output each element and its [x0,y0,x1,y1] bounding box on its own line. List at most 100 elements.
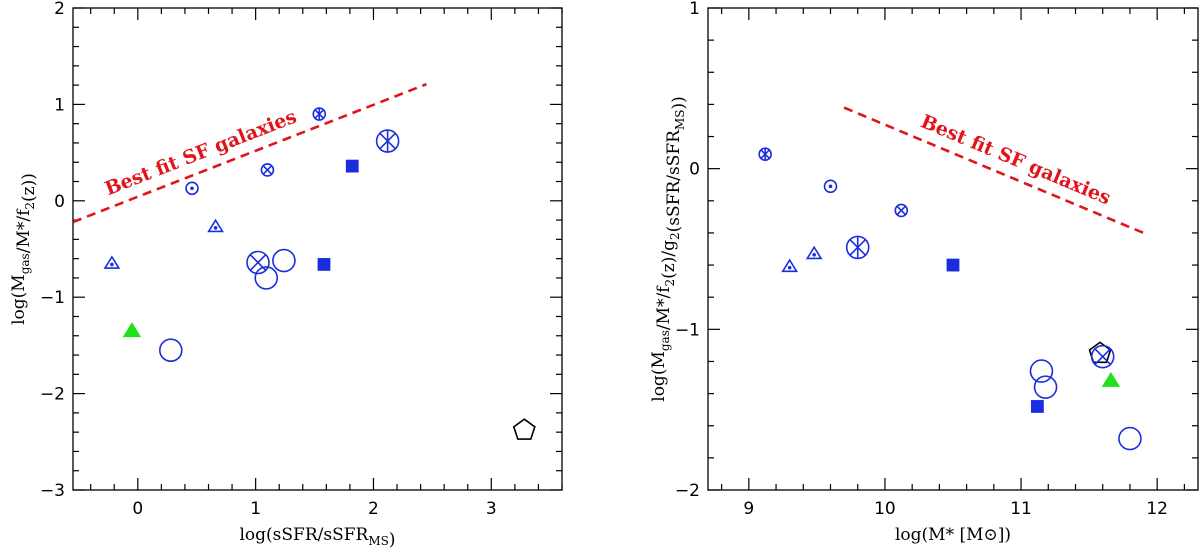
axis-label-part: (z)) [19,173,39,202]
y-axis-label: log(Mgas/M*/f2(z)/g2(sSFR/sSFRMS)) [649,96,689,401]
marker-dot [110,262,114,267]
square-marker [317,258,331,271]
y-tick-label: −1 [675,320,700,340]
axis-label-part: /M [14,230,34,253]
data-point [781,258,799,273]
data-point [185,181,199,196]
data-layer [758,106,1145,451]
x-tick-label: 3 [486,499,497,519]
x-tick-label: 9 [743,499,754,519]
circle-marker [246,250,270,275]
data-point [317,258,331,271]
x-tick-label: 10 [874,499,896,519]
x-tick-label: 11 [1010,499,1032,519]
data-point [512,418,536,440]
triangle-marker [781,258,799,273]
data-point [254,266,279,290]
axis-label-part: f [654,285,674,293]
marker-dot [828,184,833,189]
circle-marker [1033,375,1058,399]
axis-label-part: [M⊙]) [954,525,1011,545]
y-tick-label: 0 [689,160,700,180]
y-tick-label: −2 [675,481,700,501]
y-tick-label: 1 [54,95,65,115]
data-point [1029,359,1054,383]
triangle-marker [122,322,142,338]
best-fit-line [843,106,1145,235]
axis-label-part: (z)/ [659,251,679,279]
marker-dot [812,253,816,257]
y-tick-label: 0 [54,192,65,212]
circle-marker [254,266,279,290]
data-point [1118,426,1142,451]
axis-label-part: * [654,298,674,307]
data-point [845,235,870,260]
data-point [894,203,909,218]
data-point [758,147,772,162]
data-point [1030,400,1044,413]
data-point [103,255,121,269]
axis-label-subscript: 2 [663,279,677,287]
marker-stroke [896,205,907,216]
axis-label-part: /M [654,307,674,330]
axis-label-part: log(M [895,525,946,545]
circle-marker [1029,359,1054,383]
y-tick-label: 2 [54,0,65,19]
data-point [345,159,359,173]
triangle-marker [1101,371,1121,387]
pentagon-marker [512,418,536,440]
square-marker [946,258,960,272]
data-point [375,129,400,153]
data-point [946,258,960,272]
axis-label-part: )) [669,96,689,109]
data-point [207,218,224,233]
best-fit-line [73,82,427,224]
square-marker [345,159,359,173]
x-tick-label: 12 [1146,499,1168,519]
circle-marker [185,181,199,196]
plot-frame [72,7,563,491]
data-point [159,338,183,363]
y-tick-label: −1 [40,288,65,308]
x-tick-label: 2 [368,499,379,519]
axis-label-subscript: gas [18,253,32,274]
marker-dot [190,186,194,191]
axis-label-part: * [14,221,34,230]
data-layer [73,82,536,440]
y-axis-label: log(Mgas/M*/f2(z)) [9,173,39,325]
triangle-marker [103,255,121,269]
axis-label-subscript: 2 [23,202,37,210]
data-point [260,163,275,177]
axis-label-part: / [14,216,34,222]
data-point [823,179,838,194]
data-point [1088,341,1112,364]
circle-marker [894,203,909,218]
axis-label-part: log(sSFR/sSFR [239,525,369,545]
y-tick-label: 1 [689,0,700,19]
marker-dot [213,226,218,230]
data-point [1090,344,1115,369]
axis-label-part: / [654,293,674,299]
y-tick-label: −3 [40,481,65,501]
data-point [805,245,823,260]
axis-label-part: * [946,525,955,545]
axis-label-subscript: MS [673,110,687,131]
data-point [1101,371,1121,387]
plot-frame [707,7,1199,491]
axis-label-part: ) [389,530,396,550]
x-axis-label: log(sSFR/sSFRMS) [239,525,395,550]
data-point [122,322,142,338]
marker-stroke [1094,348,1112,365]
data-point [1033,375,1058,399]
axis-label-part: g [659,240,679,251]
circle-marker [260,163,275,177]
circle-marker [823,179,838,194]
axis-label-part: f [14,208,34,216]
data-point [272,248,296,273]
x-axis-label: log(M* [M⊙]) [895,525,1011,545]
circle-marker [1090,344,1115,369]
x-tick-label: 1 [250,499,261,519]
triangle-marker [805,245,823,260]
